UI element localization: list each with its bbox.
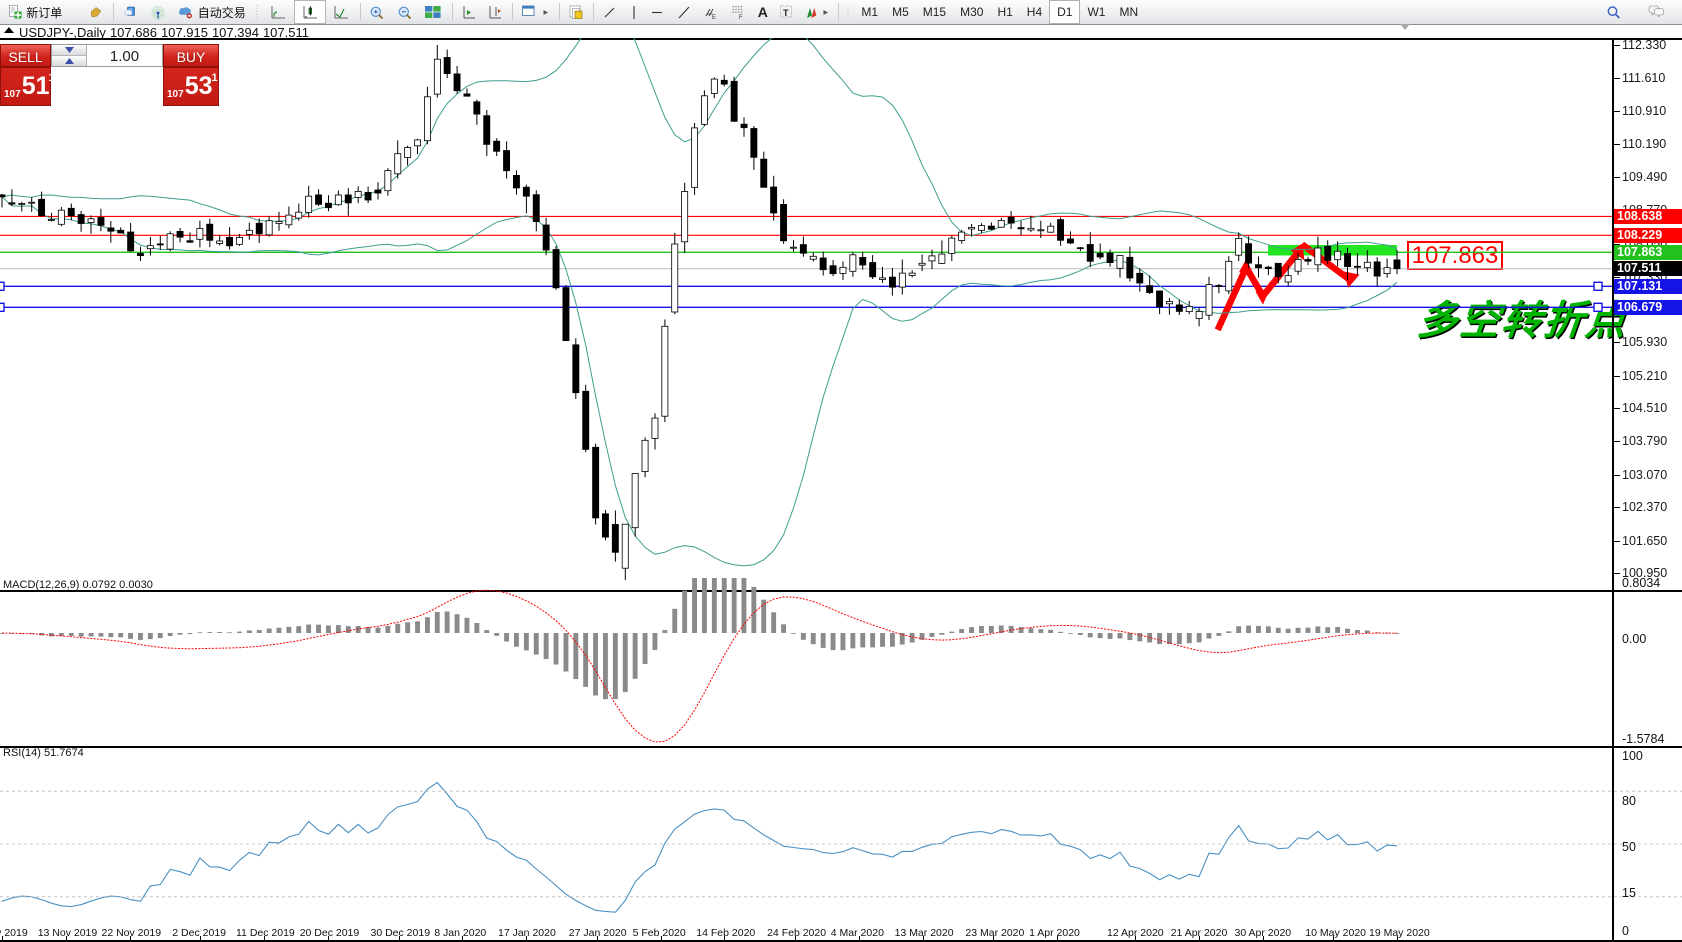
svg-text:E: E xyxy=(712,15,716,20)
svg-text:F: F xyxy=(739,15,743,20)
svg-text:T: T xyxy=(783,8,789,18)
